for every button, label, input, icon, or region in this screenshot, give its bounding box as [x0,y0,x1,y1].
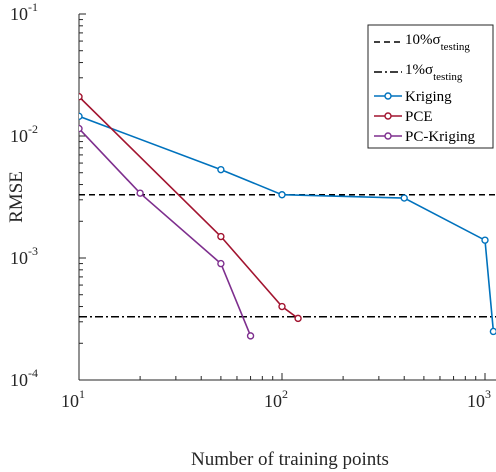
data-point-kriging [481,236,489,244]
data-point-kriging [278,191,286,199]
data-point-pce [294,314,302,323]
data-point-pc-kriging [79,124,83,133]
series-layer [79,92,496,340]
y-tick-label: 10-2 [10,122,38,146]
y-tick-label: 10-3 [10,244,38,268]
data-point-kriging [79,112,83,121]
legend-marker [384,112,392,120]
legend: 10%σtesting 1%σtesting Kriging PCE PC-Krigin… [367,24,494,149]
legend-label: Kriging [405,89,452,105]
legend-box [367,24,494,149]
series-line-pc-kriging [79,128,252,337]
data-point-kriging [217,165,225,174]
x-tick-label: 102 [264,387,288,411]
x-axis-label: Number of training points [191,449,389,470]
y-axis-label: RMSE [6,171,27,223]
x-tick-label: 103 [467,387,491,411]
y-tick-label: 10-4 [10,366,38,390]
series-line-kriging [79,115,495,332]
data-point-pce [278,302,286,311]
series-line-pce [79,96,299,320]
legend-label: PCE [405,109,433,125]
data-point-pc-kriging [217,259,225,268]
reference-lines [79,193,496,318]
legend-marker [384,132,392,140]
legend-label: 10%σtesting [405,32,470,53]
ticks-layer: 101 102 103 10-4 10-3 10-2 10-1 [10,0,491,411]
y-tick-label: 10-1 [10,0,38,24]
data-point-pc-kriging [246,332,255,340]
plot-area [78,14,496,381]
data-point-kriging [400,194,408,202]
data-point-pc-kriging [136,189,144,197]
data-point-pce [217,232,225,241]
data-point-kriging [489,327,496,336]
legend-label: 1%σtesting [405,62,463,83]
x-tick-label: 101 [61,387,85,411]
legend-label: PC-Kriging [405,129,476,145]
legend-marker [384,92,392,100]
data-point-pce [79,92,83,101]
